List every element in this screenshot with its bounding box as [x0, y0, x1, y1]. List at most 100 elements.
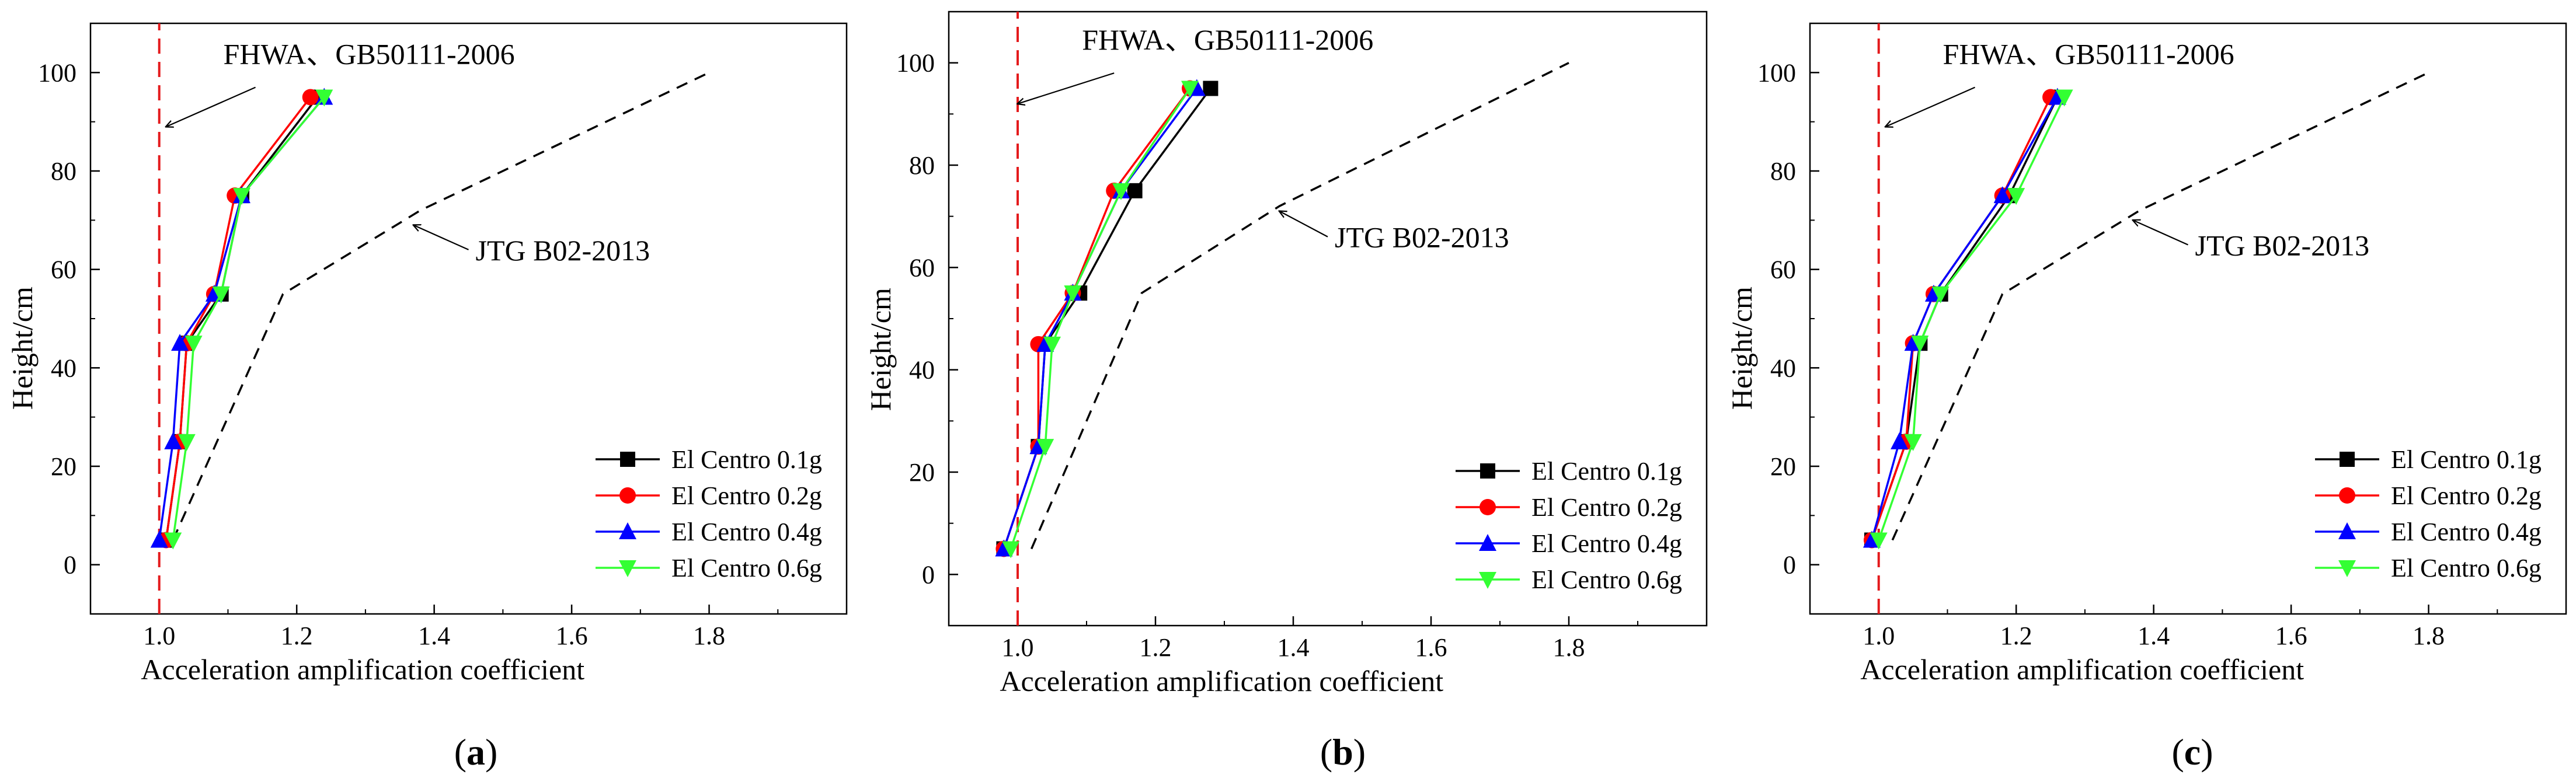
y-tick-label: 40 [51, 354, 76, 382]
series-4-point [315, 89, 333, 107]
series-line-4 [1878, 96, 2066, 541]
y-tick-label: 60 [51, 256, 76, 284]
legend-label: El Centro 0.6g [671, 554, 822, 582]
legend-label: El Centro 0.4g [671, 518, 822, 546]
x-tick-label: 1.2 [2000, 622, 2032, 650]
legend-marker [2339, 487, 2355, 504]
series-3-point [1993, 186, 2011, 204]
series-4-point [1181, 81, 1199, 98]
x-axis-title: Acceleration amplification coefficient [1000, 665, 1443, 697]
x-axis-title: Acceleration amplification coefficient [1860, 653, 2304, 686]
series-4-point [164, 532, 182, 550]
legend-marker [619, 487, 636, 504]
plot-area [1863, 23, 2429, 614]
legend-label: El Centro 0.2g [671, 481, 822, 510]
legend-marker [2340, 452, 2355, 467]
fhwa-annotation-label: FHWA、GB50111-2006 [1082, 23, 1373, 56]
series-line-1 [165, 96, 318, 540]
series-4-point [1064, 285, 1082, 303]
x-tick-label: 1.6 [2275, 622, 2307, 650]
fhwa-annotation-label: FHWA、GB50111-2006 [1943, 38, 2234, 71]
series-4-point [177, 434, 196, 451]
series-3-point [171, 334, 189, 351]
fhwa-annotation-arrow [1886, 86, 1975, 127]
series-4-point [1043, 336, 1061, 354]
y-tick-label: 80 [1770, 157, 1796, 186]
y-tick-label: 0 [922, 560, 935, 589]
legend-label: El Centro 0.2g [1531, 493, 1682, 522]
series-line-4 [172, 96, 325, 540]
legend-marker [1479, 572, 1496, 589]
y-axis-title: Height/cm [6, 287, 39, 410]
panel-label: (a) [454, 731, 498, 773]
y-tick-label: 0 [64, 551, 76, 579]
y-tick-label: 60 [909, 253, 935, 282]
legend-label: El Centro 0.1g [2391, 445, 2542, 474]
jtg-annotation-label: JTG B02-2013 [476, 234, 650, 267]
x-tick-label: 1.6 [1415, 633, 1447, 662]
x-tick-label: 1.8 [2413, 622, 2445, 650]
x-tick-label: 1.8 [693, 622, 725, 650]
x-tick-label: 1.4 [418, 622, 450, 650]
series-4-point [2007, 188, 2025, 205]
legend-label: El Centro 0.1g [1531, 457, 1682, 486]
series-4-point [212, 286, 230, 303]
x-tick-label: 1.6 [556, 622, 588, 650]
y-tick-label: 60 [1770, 256, 1796, 284]
series-line-2 [1871, 96, 2052, 541]
series-line-3 [158, 96, 325, 540]
legend-marker [1480, 499, 1496, 515]
fhwa-annotation-arrow [166, 86, 256, 127]
y-tick-label: 40 [1770, 354, 1796, 382]
series-4-point [2055, 89, 2073, 107]
legend: El Centro 0.1g El Centro 0.2g El Centro 0.… [596, 445, 822, 582]
jtg-annotation-label: JTG B02-2013 [1335, 221, 1509, 254]
legend-marker [619, 522, 636, 539]
jtg-reference-line [1891, 71, 2429, 541]
y-tick-label: 80 [909, 151, 935, 180]
legend: El Centro 0.1g El Centro 0.2g El Centro 0.… [1456, 457, 1682, 594]
x-tick-label: 1.2 [1140, 633, 1172, 662]
y-tick-label: 80 [51, 157, 76, 186]
series-2-point [302, 89, 319, 106]
x-tick-label: 1.4 [1277, 633, 1310, 662]
series-4-point [185, 336, 203, 353]
fhwa-annotation-label: FHWA、GB50111-2006 [224, 38, 515, 71]
y-tick-label: 40 [909, 356, 935, 385]
panel-label: (b) [1320, 731, 1366, 773]
series-3-point [1891, 432, 1909, 449]
y-axis-title: Height/cm [864, 288, 897, 411]
series-4-point [1911, 336, 1929, 353]
y-tick-label: 20 [1770, 452, 1796, 481]
legend-label: El Centro 0.2g [2391, 481, 2542, 510]
legend-label: El Centro 0.4g [1531, 529, 1682, 558]
x-tick-label: 1.0 [143, 622, 175, 650]
y-tick-label: 20 [909, 458, 935, 487]
y-tick-label: 20 [51, 452, 76, 481]
jtg-reference-line [172, 71, 710, 541]
series-line-2 [165, 96, 312, 540]
legend-marker [2338, 560, 2356, 577]
y-tick-label: 100 [38, 58, 76, 87]
legend-marker [619, 560, 636, 577]
series-4-point [233, 188, 250, 205]
series-4-point [1870, 532, 1888, 550]
series-1-point [1127, 183, 1143, 198]
series-line-3 [1871, 96, 2059, 540]
series-4-point [1002, 541, 1020, 558]
y-tick-label: 100 [1757, 58, 1796, 87]
series-3-point [150, 530, 168, 548]
series-line-2 [1002, 88, 1191, 550]
chart-panel-2: 1.0 1.2 1.4 1.6 1.8 0 20 40 60 80 100 Acceleration … [864, 11, 1708, 773]
jtg-annotation-arrow [1279, 211, 1328, 238]
legend-label: El Centro 0.6g [1531, 565, 1682, 594]
jtg-reference-line [1030, 62, 1569, 550]
y-tick-label: 100 [896, 49, 935, 78]
y-axis-title: Height/cm [1725, 287, 1758, 410]
jtg-annotation-arrow [413, 225, 469, 250]
series-4-point [1904, 434, 1922, 451]
series-line-4 [1009, 88, 1191, 550]
series-4-point [1036, 439, 1054, 456]
chart-panel-1: 1.0 1.2 1.4 1.6 1.8 0 20 40 60 80 100 Acceleration … [6, 22, 848, 773]
